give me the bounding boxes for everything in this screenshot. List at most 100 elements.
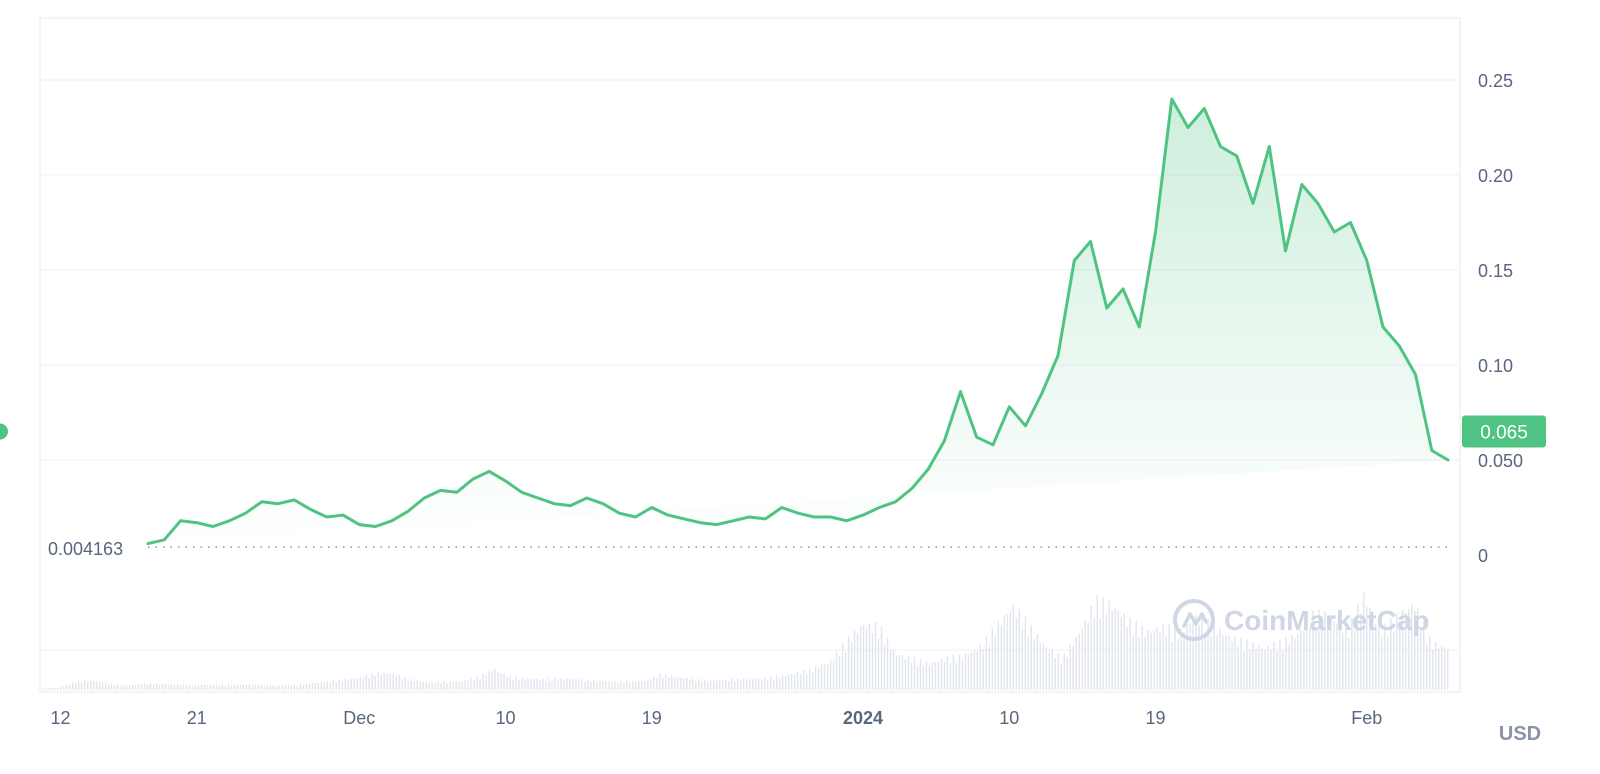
price-point[interactable] (389, 518, 395, 524)
price-point[interactable] (519, 489, 525, 495)
price-point[interactable] (1153, 229, 1159, 235)
price-point[interactable] (958, 389, 964, 395)
volume-bar (1261, 648, 1263, 690)
price-point[interactable] (1104, 305, 1110, 311)
price-point[interactable] (438, 487, 444, 493)
volume-bar (1210, 636, 1212, 690)
price-point[interactable] (909, 486, 915, 492)
price-point[interactable] (1429, 448, 1435, 454)
price-point[interactable] (486, 468, 492, 474)
price-point[interactable] (746, 514, 752, 520)
price-point[interactable] (1234, 153, 1240, 159)
price-point[interactable] (876, 505, 882, 511)
price-point[interactable] (763, 516, 769, 522)
volume-bar (1093, 617, 1095, 690)
price-point[interactable] (941, 438, 947, 444)
price-point[interactable] (1445, 457, 1451, 463)
price-point[interactable] (1396, 343, 1402, 349)
volume-bar (973, 649, 976, 690)
price-line[interactable] (146, 97, 1450, 546)
volume-bar (65, 685, 68, 690)
current-price-badge[interactable]: 0.065 (1462, 415, 1546, 448)
price-point[interactable] (1266, 144, 1272, 150)
price-point[interactable] (1055, 353, 1061, 359)
price-point[interactable] (1006, 404, 1012, 410)
price-point[interactable] (665, 512, 671, 518)
price-point[interactable] (405, 508, 411, 514)
price-point[interactable] (730, 518, 736, 524)
current-price-dot[interactable] (0, 423, 8, 440)
price-series[interactable] (0, 96, 1451, 547)
price-point[interactable] (860, 512, 866, 518)
price-point[interactable] (1088, 239, 1094, 245)
price-point[interactable] (535, 495, 541, 501)
price-point[interactable] (616, 510, 622, 516)
volume-bar (692, 678, 694, 690)
price-point[interactable] (1380, 324, 1386, 330)
price-point[interactable] (0, 400, 3, 406)
price-point[interactable] (974, 434, 980, 440)
price-point[interactable] (340, 512, 346, 518)
price-point[interactable] (568, 503, 574, 509)
price-point[interactable] (1120, 286, 1126, 292)
price-point[interactable] (291, 497, 297, 503)
price-point[interactable] (226, 518, 232, 524)
volume-bar (470, 678, 472, 690)
price-point[interactable] (259, 499, 265, 505)
price-point[interactable] (470, 476, 476, 482)
price-point[interactable] (551, 501, 557, 507)
price-point[interactable] (1413, 372, 1419, 378)
price-point[interactable] (194, 520, 200, 526)
price-point[interactable] (1299, 182, 1305, 188)
price-point[interactable] (308, 506, 314, 512)
price-point[interactable] (243, 510, 249, 516)
volume-bar (811, 671, 814, 690)
price-point[interactable] (828, 514, 834, 520)
price-point[interactable] (1364, 258, 1370, 264)
price-point[interactable] (1169, 96, 1175, 102)
price-point[interactable] (1023, 423, 1029, 429)
price-point[interactable] (681, 516, 687, 522)
price-point[interactable] (356, 522, 362, 528)
price-point[interactable] (600, 501, 606, 507)
price-point[interactable] (925, 467, 931, 473)
price-point[interactable] (275, 501, 281, 507)
price-point[interactable] (421, 495, 427, 501)
price-point[interactable] (0, 391, 3, 397)
price-point[interactable] (795, 510, 801, 516)
price-point[interactable] (1331, 229, 1337, 235)
price-point[interactable] (990, 442, 996, 448)
price-point[interactable] (633, 514, 639, 520)
price-point[interactable] (1348, 220, 1354, 226)
price-point[interactable] (1185, 125, 1191, 131)
price-point[interactable] (161, 537, 167, 543)
price-point[interactable] (210, 524, 216, 530)
price-point[interactable] (373, 524, 379, 530)
price-point[interactable] (811, 514, 817, 520)
volume-bar (1309, 627, 1311, 690)
price-point[interactable] (1201, 106, 1207, 112)
price-point[interactable] (649, 505, 655, 511)
price-point[interactable] (698, 520, 704, 526)
price-point[interactable] (454, 489, 460, 495)
price-point[interactable] (844, 518, 850, 524)
price-point[interactable] (1136, 324, 1142, 330)
price-point[interactable] (714, 522, 720, 528)
price-point[interactable] (584, 495, 590, 501)
price-point[interactable] (1039, 391, 1045, 397)
price-point[interactable] (1283, 248, 1289, 254)
x-tick-label: 10 (495, 708, 515, 728)
price-point[interactable] (503, 478, 509, 484)
price-point[interactable] (324, 514, 330, 520)
price-point[interactable] (779, 505, 785, 511)
price-point[interactable] (1218, 144, 1224, 150)
price-point[interactable] (1250, 201, 1256, 207)
price-point[interactable] (1071, 258, 1077, 264)
price-point[interactable] (145, 541, 151, 547)
volume-bar (937, 662, 940, 690)
price-point[interactable] (893, 499, 899, 505)
price-point[interactable] (178, 518, 184, 524)
price-point[interactable] (1315, 201, 1321, 207)
